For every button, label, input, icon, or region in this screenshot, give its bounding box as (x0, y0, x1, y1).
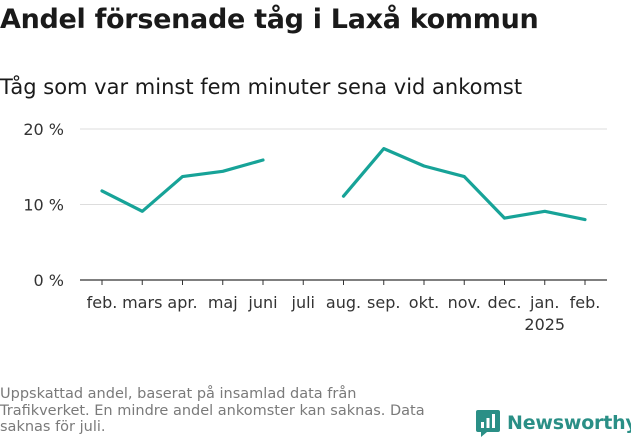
chart-title: Andel försenade tåg i Laxå kommun (0, 4, 539, 35)
line-chart: 0 %10 %20 % feb. mars apr. maj juni juli aug. s… (23, 120, 607, 334)
x-tick-label: feb. (570, 293, 601, 312)
brand-logo: Newsworthy (475, 408, 631, 438)
x-tick-label: jan. (529, 293, 559, 312)
x-tick-label: mars (122, 293, 162, 312)
data-point (382, 147, 385, 150)
x-tick-label: dec. (488, 293, 522, 312)
series-lines (100, 146, 587, 222)
y-tick-label: 20 % (23, 120, 64, 139)
x-tick-label: apr. (167, 293, 197, 312)
y-tick-label: 10 % (23, 196, 64, 215)
grid-lines (80, 128, 607, 205)
data-point (221, 170, 224, 173)
series-line-segment-2 (341, 146, 587, 222)
x-tick-label: nov. (448, 293, 481, 312)
data-point (422, 164, 426, 168)
newsworthy-logo-icon (476, 410, 500, 437)
footnote: Uppskattad andel, baserat på insamlad da… (0, 386, 425, 435)
x-tick-label: juli (291, 293, 315, 312)
x-tick-label: aug. (326, 293, 361, 312)
series-line-segment-1 (100, 158, 265, 213)
x-tick-label: maj (208, 293, 238, 312)
x-tick-label: feb. (87, 293, 118, 312)
data-point (342, 194, 345, 198)
x-tick-label: sep. (367, 293, 400, 312)
data-point (583, 218, 587, 221)
x-tick-sublabel: 2025 (524, 315, 565, 334)
brand-name: Newsworthy (507, 412, 631, 434)
y-axis-ticks: 0 % 10 % 20 % (23, 120, 64, 290)
data-point (181, 175, 184, 178)
y-tick-label: 0 % (34, 271, 64, 290)
data-point (100, 189, 104, 193)
x-tick-label: juni (247, 293, 277, 312)
data-point (261, 158, 265, 162)
data-point (543, 210, 546, 213)
x-tick-label: okt. (409, 293, 439, 312)
x-axis-ticks: feb. mars apr. maj juni juli aug. sep. okt. nov. d… (87, 280, 601, 334)
data-point (141, 210, 144, 213)
data-point (463, 175, 466, 178)
data-point (503, 216, 506, 220)
chart-subtitle: Tåg som var minst fem minuter sena vid a… (0, 75, 523, 99)
